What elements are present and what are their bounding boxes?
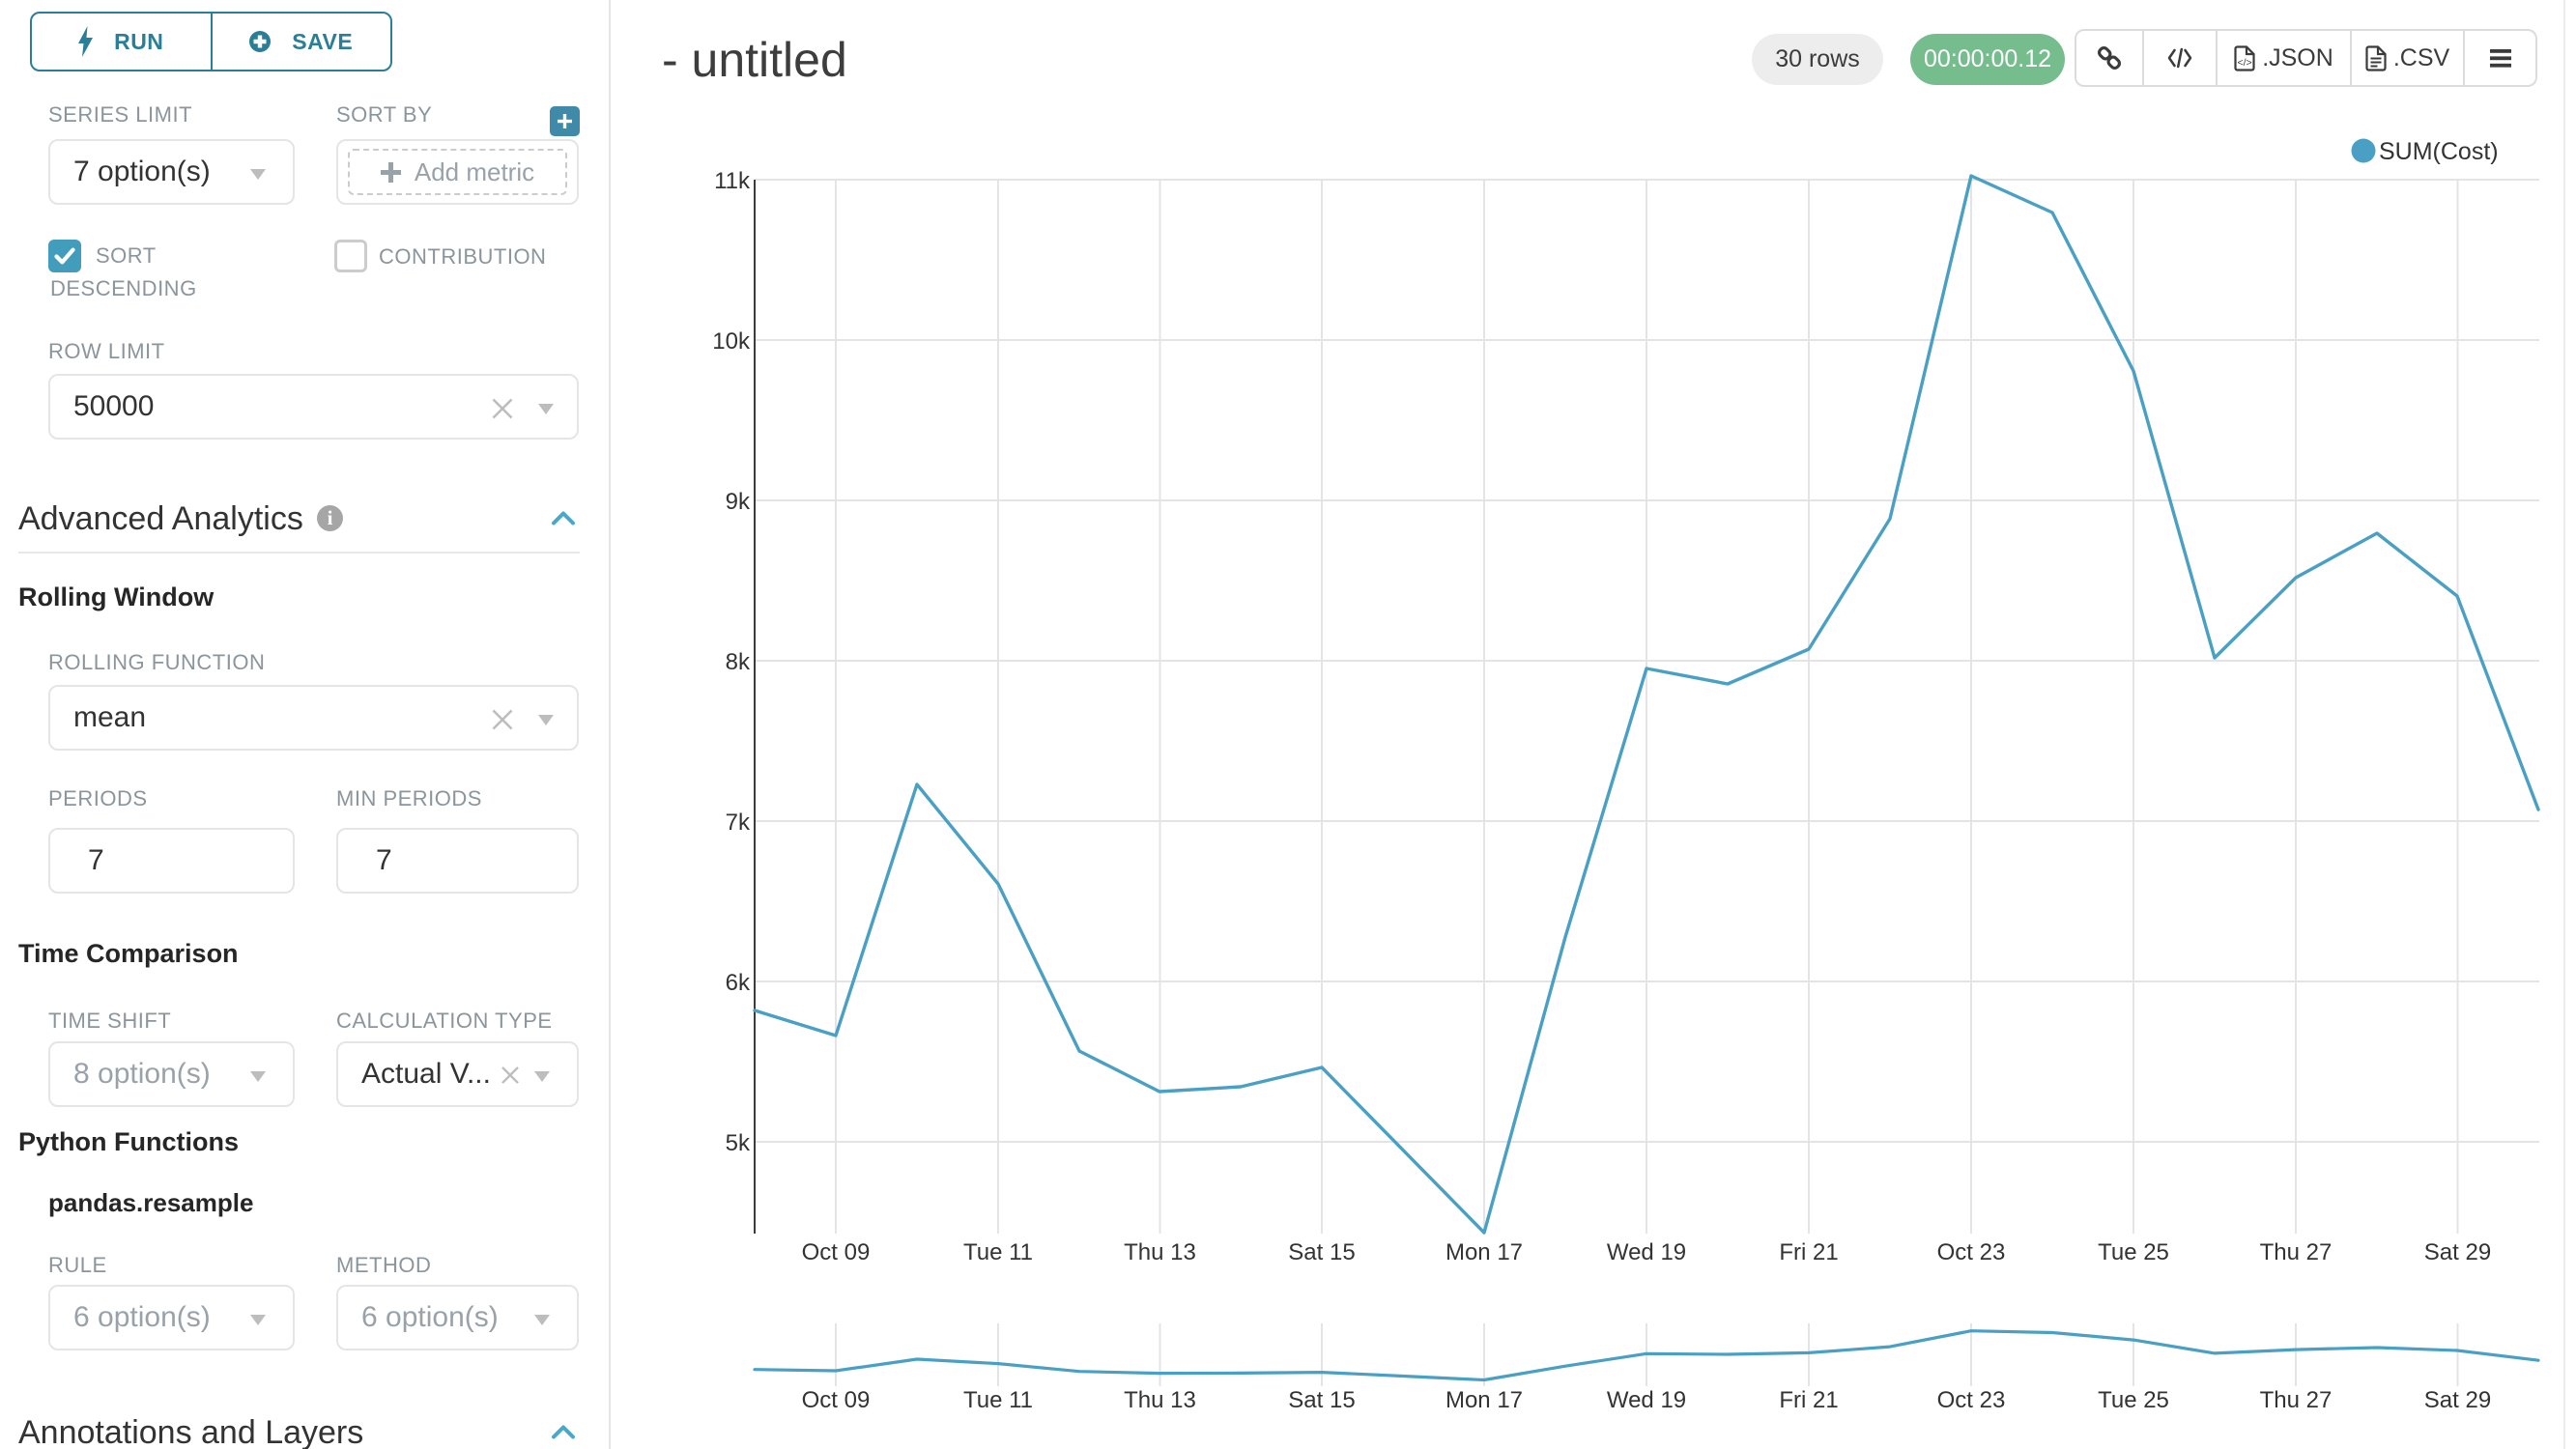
svg-text:Oct 23: Oct 23 [1937, 1387, 2006, 1413]
svg-text:8k: 8k [726, 649, 751, 675]
svg-text:Wed 19: Wed 19 [1607, 1239, 1686, 1265]
svg-text:Mon 17: Mon 17 [1445, 1387, 1523, 1413]
svg-text:11k: 11k [714, 168, 751, 194]
svg-text:Tue 25: Tue 25 [2098, 1387, 2169, 1413]
svg-text:SUM(Cost): SUM(Cost) [2379, 138, 2499, 165]
svg-text:Sat 29: Sat 29 [2424, 1239, 2491, 1265]
svg-text:Sat 29: Sat 29 [2424, 1387, 2491, 1413]
svg-text:Fri 21: Fri 21 [1779, 1239, 1838, 1265]
svg-text:Fri 21: Fri 21 [1779, 1387, 1838, 1413]
svg-text:9k: 9k [726, 489, 751, 515]
svg-text:Tue 11: Tue 11 [963, 1387, 1033, 1413]
svg-text:Sat 15: Sat 15 [1288, 1387, 1355, 1413]
svg-text:Oct 09: Oct 09 [802, 1387, 871, 1413]
svg-text:Mon 17: Mon 17 [1445, 1239, 1523, 1265]
svg-text:</>: </> [2238, 57, 2252, 69]
svg-text:Sat 15: Sat 15 [1288, 1239, 1355, 1265]
svg-text:10k: 10k [712, 328, 751, 355]
svg-text:Thu 27: Thu 27 [2260, 1387, 2333, 1413]
svg-text:Thu 27: Thu 27 [2260, 1239, 2333, 1265]
svg-text:Thu 13: Thu 13 [1124, 1387, 1196, 1413]
svg-text:7k: 7k [726, 810, 751, 836]
svg-text:6k: 6k [726, 970, 751, 996]
svg-text:Tue 11: Tue 11 [963, 1239, 1033, 1265]
svg-text:5k: 5k [726, 1130, 751, 1156]
svg-text:Thu 13: Thu 13 [1124, 1239, 1196, 1265]
svg-text:Tue 25: Tue 25 [2098, 1239, 2169, 1265]
svg-text:Oct 09: Oct 09 [802, 1239, 871, 1265]
svg-text:Oct 23: Oct 23 [1937, 1239, 2006, 1265]
svg-text:Wed 19: Wed 19 [1607, 1387, 1686, 1413]
